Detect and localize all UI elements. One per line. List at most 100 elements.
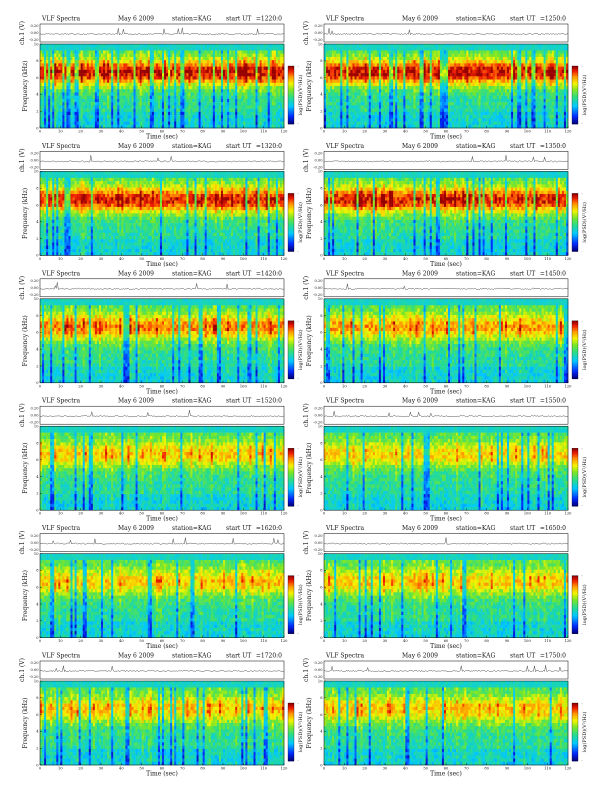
heatmap-cell <box>168 86 170 89</box>
heatmap-cell <box>46 83 48 86</box>
heatmap-cell <box>77 70 79 73</box>
heatmap-cell <box>193 57 195 60</box>
heatmap-cell <box>260 44 262 47</box>
heatmap-cell <box>247 57 249 60</box>
heatmap-cell <box>264 70 266 73</box>
heatmap-cell <box>209 70 211 73</box>
heatmap-cell <box>66 67 68 70</box>
heatmap-cell <box>219 44 221 47</box>
heatmap-cell <box>60 83 62 86</box>
heatmap-cell <box>209 80 211 83</box>
heatmap-cell <box>91 63 93 66</box>
heatmap-cell <box>105 60 107 63</box>
heatmap-cell <box>101 63 103 66</box>
heatmap-cell <box>193 63 195 66</box>
heatmap-cell <box>140 73 142 76</box>
heatmap-cell <box>278 60 280 63</box>
heatmap-cell <box>107 80 109 83</box>
heatmap-cell <box>42 50 44 53</box>
heatmap-cell <box>201 63 203 66</box>
heatmap-cell <box>276 76 278 79</box>
heatmap-cell <box>258 44 260 47</box>
heatmap-cell <box>105 50 107 53</box>
heatmap-cell <box>52 60 54 63</box>
heatmap-cell <box>121 47 123 50</box>
heatmap-cell <box>182 50 184 53</box>
heatmap-cell <box>188 73 190 76</box>
heatmap-cell <box>138 76 140 79</box>
heatmap-cell <box>245 60 247 63</box>
heatmap-cell <box>66 83 68 86</box>
heatmap-cell <box>172 83 174 86</box>
heatmap-cell <box>95 73 97 76</box>
heatmap-cell <box>81 86 83 89</box>
heatmap-cell <box>56 57 58 60</box>
heatmap-cell <box>201 44 203 47</box>
heatmap-cell <box>52 50 54 53</box>
heatmap-cell <box>184 86 186 89</box>
heatmap-cell <box>231 60 233 63</box>
heatmap-cell <box>50 60 52 63</box>
heatmap-cell <box>186 50 188 53</box>
heatmap-cell <box>256 57 258 60</box>
heatmap-cell <box>89 60 91 63</box>
heatmap-cell <box>79 47 81 50</box>
heatmap-cell <box>225 86 227 89</box>
heatmap-cell <box>274 63 276 66</box>
heatmap-cell <box>166 50 168 53</box>
heatmap-cell <box>243 54 245 57</box>
heatmap-cell <box>44 76 46 79</box>
heatmap-cell <box>231 80 233 83</box>
heatmap-cell <box>68 86 70 89</box>
heatmap-cell <box>268 60 270 63</box>
heatmap-cell <box>54 83 56 86</box>
heatmap-cell <box>195 57 197 60</box>
heatmap-cell <box>229 54 231 57</box>
heatmap-cell <box>152 60 154 63</box>
heatmap-cell <box>58 44 60 47</box>
heatmap-cell <box>132 67 134 70</box>
heatmap-cell <box>54 54 56 57</box>
heatmap-cell <box>136 73 138 76</box>
heatmap-cell <box>111 73 113 76</box>
heatmap-cell <box>62 86 64 89</box>
heatmap-cell <box>270 60 272 63</box>
heatmap-cell <box>64 67 66 70</box>
heatmap-cell <box>83 44 85 47</box>
heatmap-cell <box>62 47 64 50</box>
heatmap-cell <box>239 80 241 83</box>
heatmap-cell <box>247 80 249 83</box>
heatmap-cell <box>154 50 156 53</box>
heatmap-cell <box>215 57 217 60</box>
heatmap-cell <box>260 50 262 53</box>
heatmap-cell <box>44 50 46 53</box>
heatmap-cell <box>150 44 152 47</box>
heatmap-cell <box>186 86 188 89</box>
heatmap-cell <box>48 57 50 60</box>
heatmap-cell <box>217 83 219 86</box>
heatmap-cell <box>249 44 251 47</box>
heatmap-cell <box>243 73 245 76</box>
heatmap-cell <box>81 70 83 73</box>
heatmap-cell <box>162 83 164 86</box>
heatmap-cell <box>97 54 99 57</box>
heatmap-cell <box>68 63 70 66</box>
heatmap-cell <box>121 70 123 73</box>
heatmap-cell <box>58 80 60 83</box>
heatmap-cell <box>144 60 146 63</box>
heatmap-cell <box>144 73 146 76</box>
heatmap-cell <box>178 54 180 57</box>
heatmap-cell <box>231 83 233 86</box>
heatmap-cell <box>278 54 280 57</box>
heatmap-cell <box>87 76 89 79</box>
heatmap-cell <box>107 73 109 76</box>
heatmap-cell <box>233 44 235 47</box>
heatmap-cell <box>121 57 123 60</box>
heatmap-cell <box>180 63 182 66</box>
heatmap-cell <box>276 70 278 73</box>
heatmap-cell <box>225 60 227 63</box>
heatmap-cell <box>251 67 253 70</box>
heatmap-cell <box>241 57 243 60</box>
heatmap-cell <box>182 67 184 70</box>
heatmap-cell <box>213 57 215 60</box>
